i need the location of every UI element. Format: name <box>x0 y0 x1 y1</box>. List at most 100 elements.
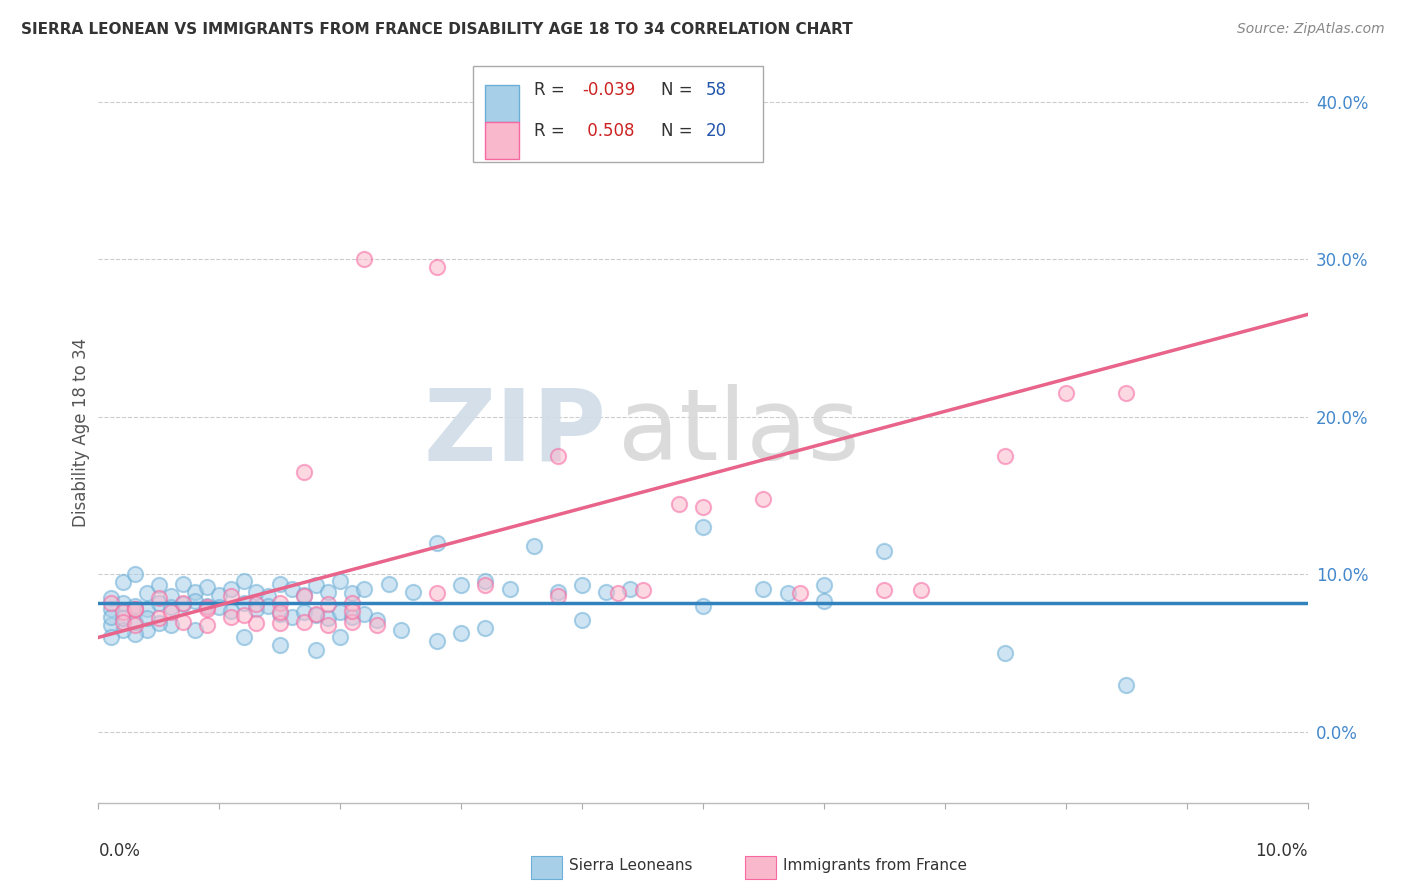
Point <box>232 631 254 645</box>
Text: N =: N = <box>661 81 697 99</box>
Point <box>148 611 170 625</box>
Point <box>305 607 328 621</box>
Point <box>124 599 146 613</box>
Point <box>292 590 315 604</box>
Point <box>172 615 194 629</box>
Point <box>135 611 157 625</box>
Point <box>776 586 799 600</box>
Point <box>111 605 134 619</box>
Point <box>305 578 328 592</box>
Point <box>269 577 291 591</box>
Point <box>547 590 569 604</box>
Point <box>668 496 690 510</box>
Point <box>172 596 194 610</box>
Point <box>160 617 183 632</box>
Point <box>269 596 291 610</box>
Point <box>305 643 328 657</box>
Text: 0.508: 0.508 <box>582 121 634 140</box>
Point <box>498 582 520 596</box>
Point <box>195 580 218 594</box>
Point <box>873 543 896 558</box>
Point <box>426 260 449 275</box>
Point <box>789 586 811 600</box>
Point <box>366 613 388 627</box>
Point <box>595 584 617 599</box>
Point <box>184 584 207 599</box>
Point <box>292 605 315 619</box>
Text: R =: R = <box>534 121 569 140</box>
Point <box>172 597 194 611</box>
Point <box>269 638 291 652</box>
Point <box>329 631 352 645</box>
Point <box>221 604 243 618</box>
Point <box>474 621 496 635</box>
Point <box>292 465 315 479</box>
Point <box>474 578 496 592</box>
FancyBboxPatch shape <box>474 66 763 162</box>
Point <box>184 594 207 608</box>
Point <box>148 591 170 605</box>
Point <box>195 600 218 615</box>
Point <box>450 625 472 640</box>
Text: ZIP: ZIP <box>423 384 606 481</box>
Point <box>256 599 278 613</box>
Point <box>124 615 146 629</box>
Point <box>135 586 157 600</box>
Point <box>148 596 170 610</box>
Point <box>245 602 267 616</box>
Point <box>329 605 352 619</box>
Text: atlas: atlas <box>619 384 860 481</box>
Point <box>100 610 122 624</box>
Point <box>269 607 291 621</box>
Point <box>1054 386 1077 401</box>
Point <box>402 584 425 599</box>
Point <box>100 602 122 616</box>
Point <box>111 575 134 590</box>
Point <box>353 252 375 267</box>
Point <box>100 591 122 605</box>
Point <box>269 616 291 631</box>
Point <box>426 586 449 600</box>
Text: SIERRA LEONEAN VS IMMIGRANTS FROM FRANCE DISABILITY AGE 18 TO 34 CORRELATION CHA: SIERRA LEONEAN VS IMMIGRANTS FROM FRANCE… <box>21 22 853 37</box>
Point <box>752 491 775 506</box>
Point <box>124 567 146 582</box>
Point <box>160 605 183 619</box>
Point <box>292 588 315 602</box>
Point <box>184 623 207 637</box>
Point <box>111 611 134 625</box>
FancyBboxPatch shape <box>485 121 519 159</box>
Point <box>135 602 157 616</box>
Point <box>1115 386 1137 401</box>
Point <box>245 584 267 599</box>
Point <box>232 574 254 588</box>
Point <box>232 596 254 610</box>
Point <box>342 604 364 618</box>
Point <box>1115 678 1137 692</box>
Point <box>135 623 157 637</box>
Point <box>426 633 449 648</box>
Point <box>342 596 364 610</box>
Point <box>994 449 1017 463</box>
Point <box>100 631 122 645</box>
Point <box>148 578 170 592</box>
Point <box>329 574 352 588</box>
Point <box>450 578 472 592</box>
Point <box>619 582 641 596</box>
Point <box>366 617 388 632</box>
Point <box>571 578 593 592</box>
Point <box>100 596 122 610</box>
Point <box>692 500 714 514</box>
Text: -0.039: -0.039 <box>582 81 636 99</box>
Point <box>195 617 218 632</box>
Point <box>256 590 278 604</box>
Point <box>474 574 496 588</box>
Point <box>389 623 412 637</box>
Point <box>111 596 134 610</box>
Point <box>124 602 146 616</box>
Point <box>221 590 243 604</box>
Text: 0.0%: 0.0% <box>98 842 141 860</box>
Point <box>692 599 714 613</box>
Point <box>195 599 218 613</box>
Point <box>692 520 714 534</box>
Point <box>342 610 364 624</box>
